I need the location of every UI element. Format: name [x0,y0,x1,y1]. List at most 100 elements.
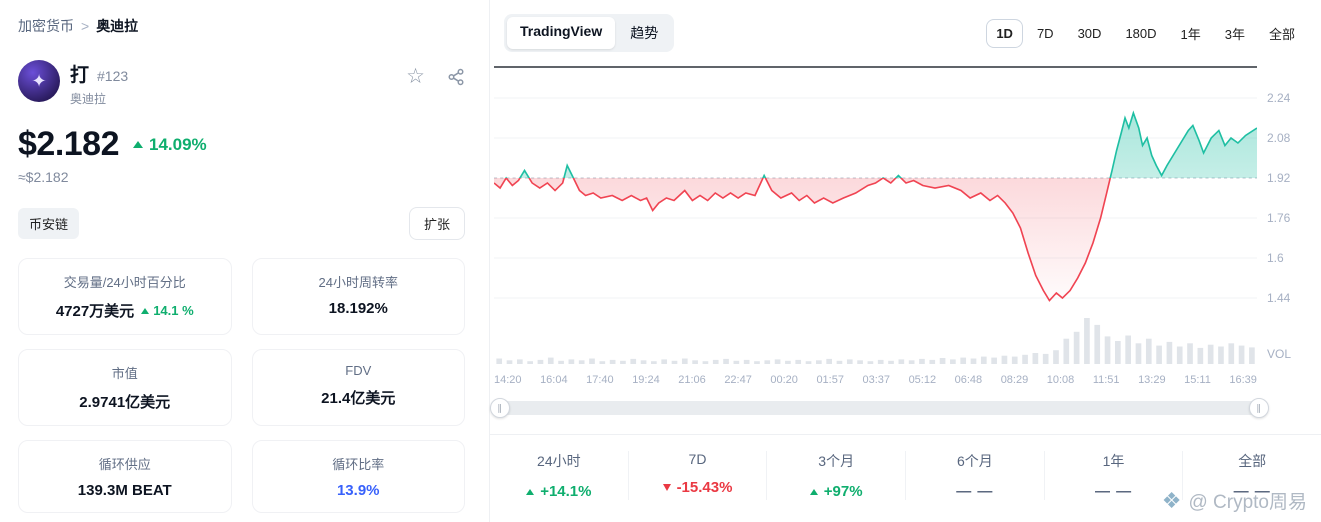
perf-value: — — [1233,483,1271,500]
stat-value: 21.4亿美元 [321,390,396,407]
favorite-star-icon[interactable]: ☆ [406,65,425,88]
coin-logo-icon: ✦ [31,70,47,91]
stat-label: 循环比率 [332,457,385,472]
source-tab-趋势[interactable]: 趋势 [630,25,659,41]
source-tab-TradingView[interactable]: TradingView [507,17,616,49]
chain-tag[interactable]: 币安链 [18,208,80,239]
stat-card-volume: 交易量/24小时百分比 4727万美元 14.1 % [18,258,232,335]
stats-cards: 交易量/24小时百分比 4727万美元 14.1 % 24小时周转率 18.19… [18,258,465,513]
stat-label: 交易量/24小时百分比 [63,275,186,290]
perf-col-24h: 24小时 +14.1% [490,451,628,500]
chart-toolbar: TradingView 趋势 1D 7D 30D 180D 1年 3年 全部 [490,14,1321,52]
x-axis-tick: 15:11 [1184,374,1211,386]
chart-area-down [494,178,1257,301]
watermark-logo-icon: ❖ [1161,487,1182,513]
slider-handle-left[interactable]: ∥ [490,398,510,418]
share-icon[interactable] [447,68,465,86]
perf-col-3m: 3个月 +97% [766,451,905,500]
y-axis-tick: 1.44 [1267,291,1291,305]
period-1D[interactable]: 1D [986,18,1023,48]
x-axis-tick: 13:29 [1138,374,1166,386]
perf-label: 全部 [1238,453,1267,469]
period-180D[interactable]: 180D [1125,25,1157,41]
period-3年[interactable]: 3年 [1224,26,1245,42]
coin-header: ✦ 打 #123 奥迪拉 ☆ [18,60,465,107]
coin-price: $2.182 [18,125,120,163]
watermark: ❖ @ Crypto周易 [1162,487,1307,514]
price-chart-area: 2.24 2.08 1.92 1.76 1.6 1.44 VOL [494,66,1291,366]
time-range-slider: ∥ ∥ [490,398,1269,418]
coin-avatar: ✦ [18,60,60,102]
chart-area-up [494,113,1257,178]
breadcrumb-root[interactable]: 加密货币 [18,18,74,34]
x-axis-tick: 22:47 [724,374,752,386]
x-axis-tick: 06:48 [954,374,983,386]
stat-label: 24小时周转率 [318,275,398,290]
down-arrow-icon [662,484,671,491]
perf-value: +14.1% [540,483,592,500]
stat-value: 18.192% [328,300,388,317]
up-arrow-icon [526,488,535,495]
expand-button[interactable]: 扩张 [408,207,465,240]
stat-label: 循环供应 [98,457,151,472]
price-chart[interactable] [494,66,1257,366]
period-全部[interactable]: 全部 [1268,26,1295,42]
perf-value: +97% [823,483,863,500]
chart-line-down [494,178,1112,302]
up-arrow-icon [133,141,143,148]
x-axis-labels: 14:20 16:04 17:40 19:24 21:06 22:47 00:20 01:57… [494,374,1257,386]
x-axis-tick: 05:12 [908,374,937,386]
price-change: 14.09% [133,135,207,155]
x-axis-tick: 21:06 [678,374,706,386]
perf-col-1y: 1年 — — [1043,451,1183,500]
y-axis-tick: 1.76 [1267,211,1291,225]
stat-label: 市值 [111,366,138,381]
y-axis-labels: 2.24 2.08 1.92 1.76 1.6 1.44 VOL [1257,66,1321,366]
x-axis-tick: 01:57 [816,374,844,386]
period-1年[interactable]: 1年 [1180,26,1201,42]
slider-track[interactable] [498,401,1261,415]
stat-card-turnover: 24小时周转率 18.192% [251,258,465,335]
x-axis-tick: 10:08 [1046,374,1075,386]
stat-card-marketcap: 市值 2.9741亿美元 [18,349,232,426]
coin-actions: ☆ [406,60,465,87]
period-selector: 1D 7D 30D 180D 1年 3年 全部 [986,17,1305,50]
stat-extra: 14.1 % [141,303,194,318]
y-axis-tick: 2.24 [1267,91,1291,105]
period-30D[interactable]: 30D [1077,25,1102,41]
watermark-text: @ Crypto周易 [1188,492,1307,513]
y-axis-tick: 1.6 [1267,251,1284,265]
price-row: $2.182 14.09% [18,125,465,164]
perf-label: 24小时 [537,453,581,469]
x-axis-tick: 00:20 [770,374,798,386]
perf-value: — — [1094,483,1133,500]
perf-label: 3个月 [818,453,855,469]
period-7D[interactable]: 7D [1036,25,1054,41]
up-arrow-icon [141,307,150,314]
x-axis-tick: 08:29 [1000,374,1029,386]
perf-value: — — [956,483,994,500]
coin-meta: 打 #123 奥迪拉 [70,60,406,107]
x-axis-tick: 16:39 [1229,374,1257,386]
coin-name: 打 [70,65,90,86]
y-axis-tick: 1.92 [1267,171,1291,185]
chart-gridlines [494,66,1257,299]
stat-value: 2.9741亿美元 [79,394,171,411]
perf-label: 7D [688,451,707,467]
x-axis-tick: 14:20 [494,374,522,386]
x-axis-tick: 16:04 [540,374,568,386]
chart-line-up [505,110,1257,178]
performance-stats: 24小时 +14.1% 7D -15.43% 3个月 +97% 6个月 — — … [490,434,1321,500]
stat-label: FDV [345,363,372,378]
volume-bars [496,318,1255,364]
x-axis-tick: 17:40 [586,374,614,386]
stat-value: 139.3M BEAT [77,482,172,499]
perf-value: -15.43% [676,479,733,496]
slider-handle-right[interactable]: ∥ [1249,398,1269,418]
stat-card-supply: 循环供应 139.3M BEAT [18,440,232,513]
x-axis-tick: 11:51 [1092,374,1120,386]
perf-col-all: 全部 — — [1182,451,1321,500]
stat-value: 4727万美元 [55,303,135,320]
stat-card-fdv: FDV 21.4亿美元 [251,349,465,426]
